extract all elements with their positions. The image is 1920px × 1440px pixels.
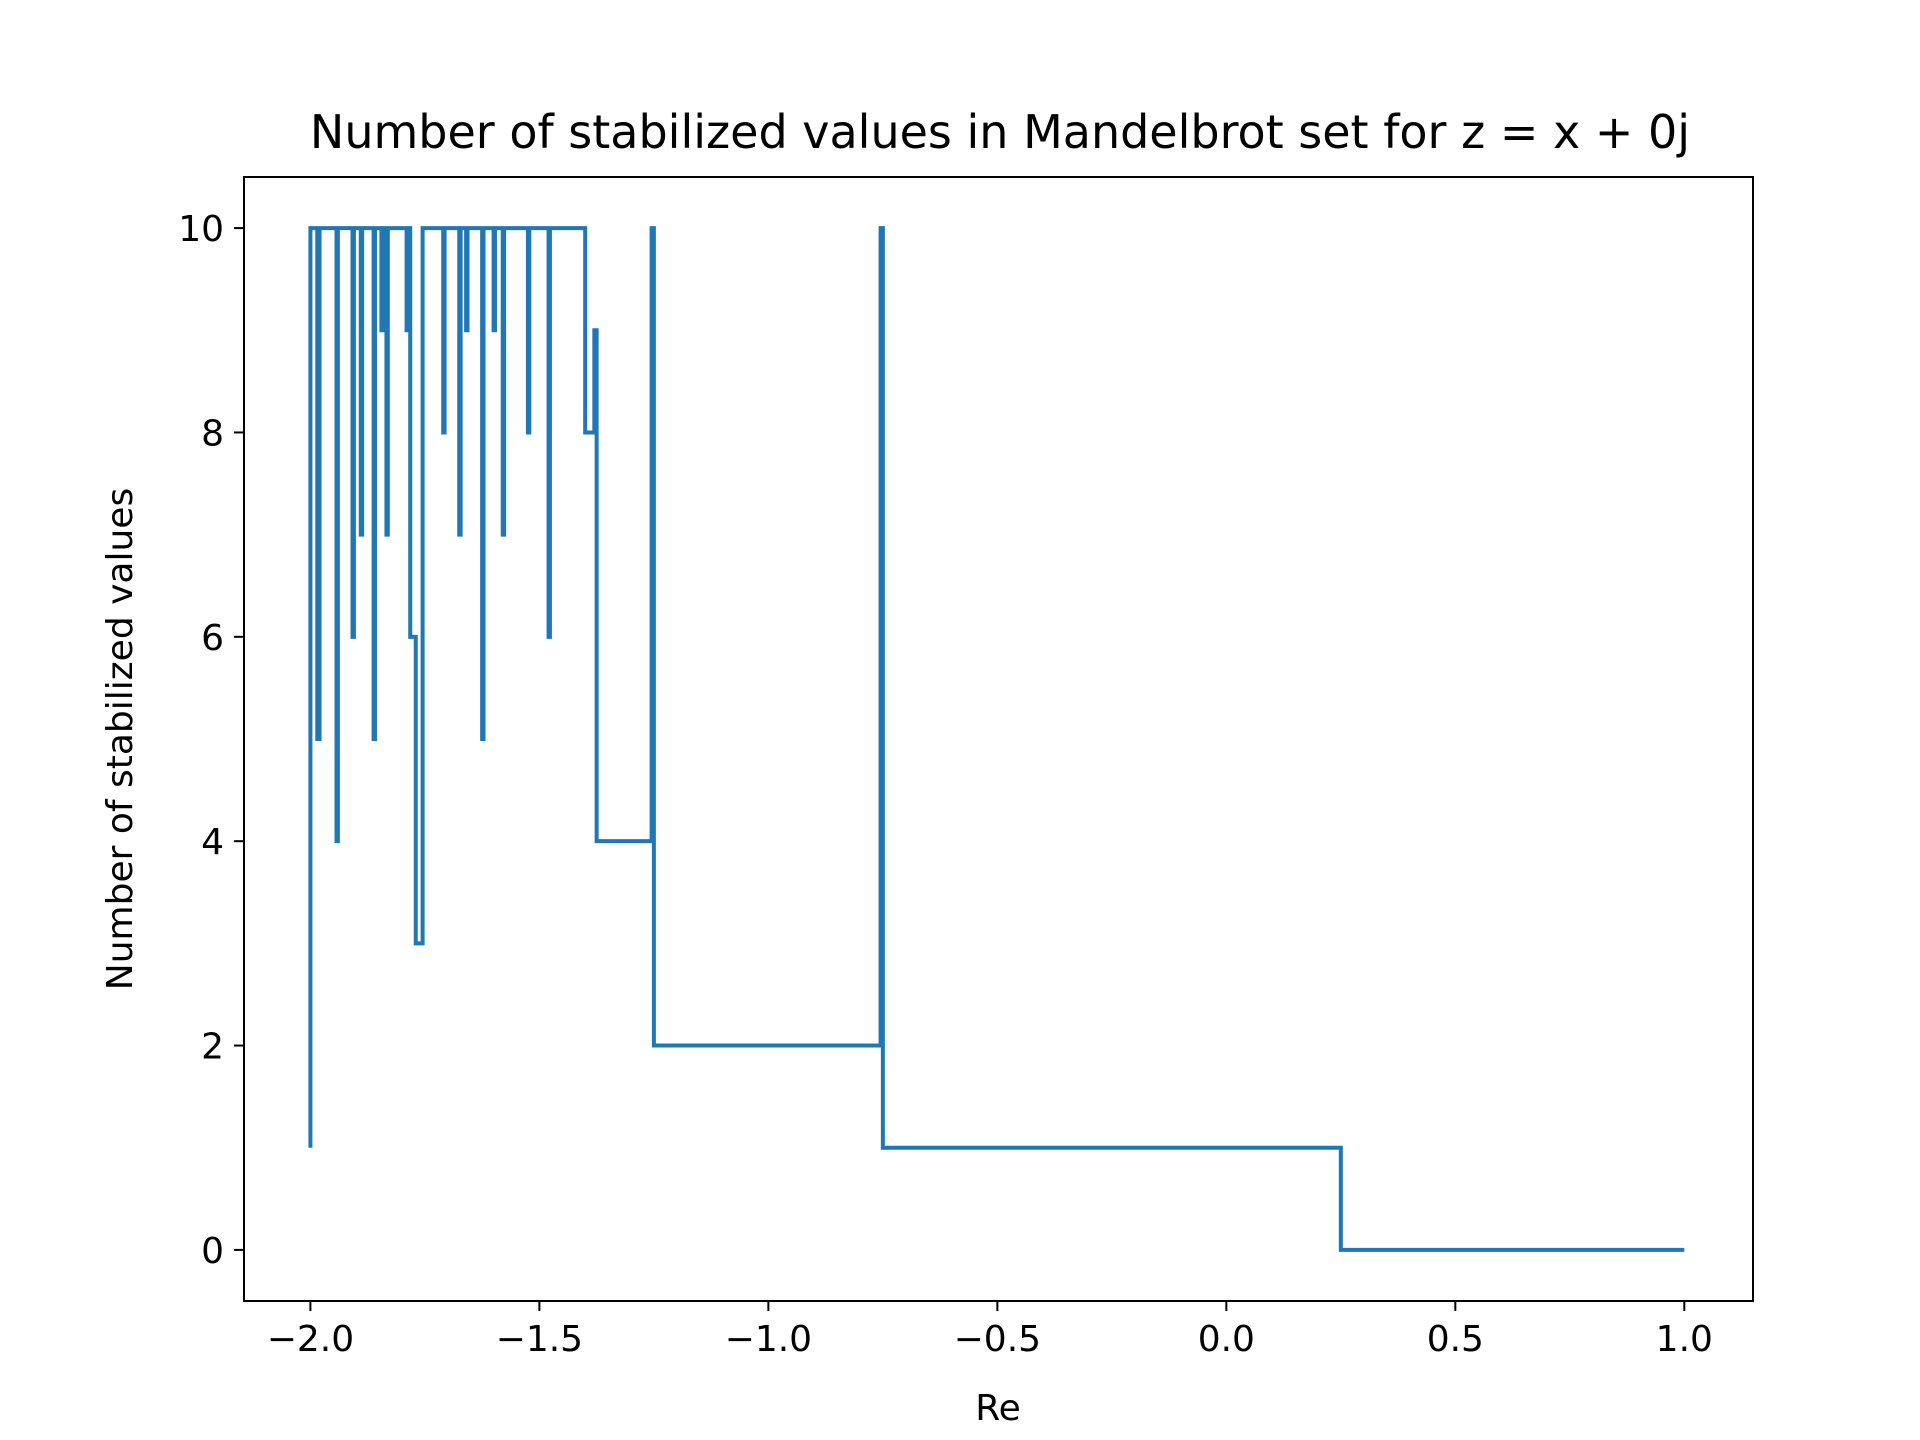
x-tick-label: 0.5: [1427, 1319, 1484, 1360]
y-tick-label: 2: [201, 1027, 224, 1068]
y-axis-label: Number of stabilized values: [100, 488, 141, 990]
chart-title: Number of stabilized values in Mandelbro…: [310, 105, 1690, 159]
x-axis-label: Re: [975, 1388, 1021, 1429]
x-tick-label: −1.0: [725, 1319, 812, 1360]
axes-frame: [243, 176, 1754, 1302]
plot-area: [308, 226, 1685, 1252]
x-axis: −2.0 −1.5 −1.0 −0.5 0.0 0.5 1.0: [267, 1301, 1713, 1360]
x-tick-label: −0.5: [954, 1319, 1041, 1360]
x-tick-label: 1.0: [1656, 1319, 1713, 1360]
y-axis: 0 2 4 6 8 10: [178, 209, 244, 1272]
x-tick-label: 0.0: [1198, 1319, 1255, 1360]
series-line: [308, 226, 1685, 1252]
y-tick-label: 6: [201, 618, 224, 659]
y-tick-label: 8: [201, 413, 224, 454]
x-tick-label: −1.5: [496, 1319, 583, 1360]
x-tick-label: −2.0: [267, 1319, 354, 1360]
y-tick-label: 4: [201, 822, 224, 863]
y-tick-label: 0: [201, 1231, 224, 1272]
y-tick-label: 10: [178, 209, 224, 250]
